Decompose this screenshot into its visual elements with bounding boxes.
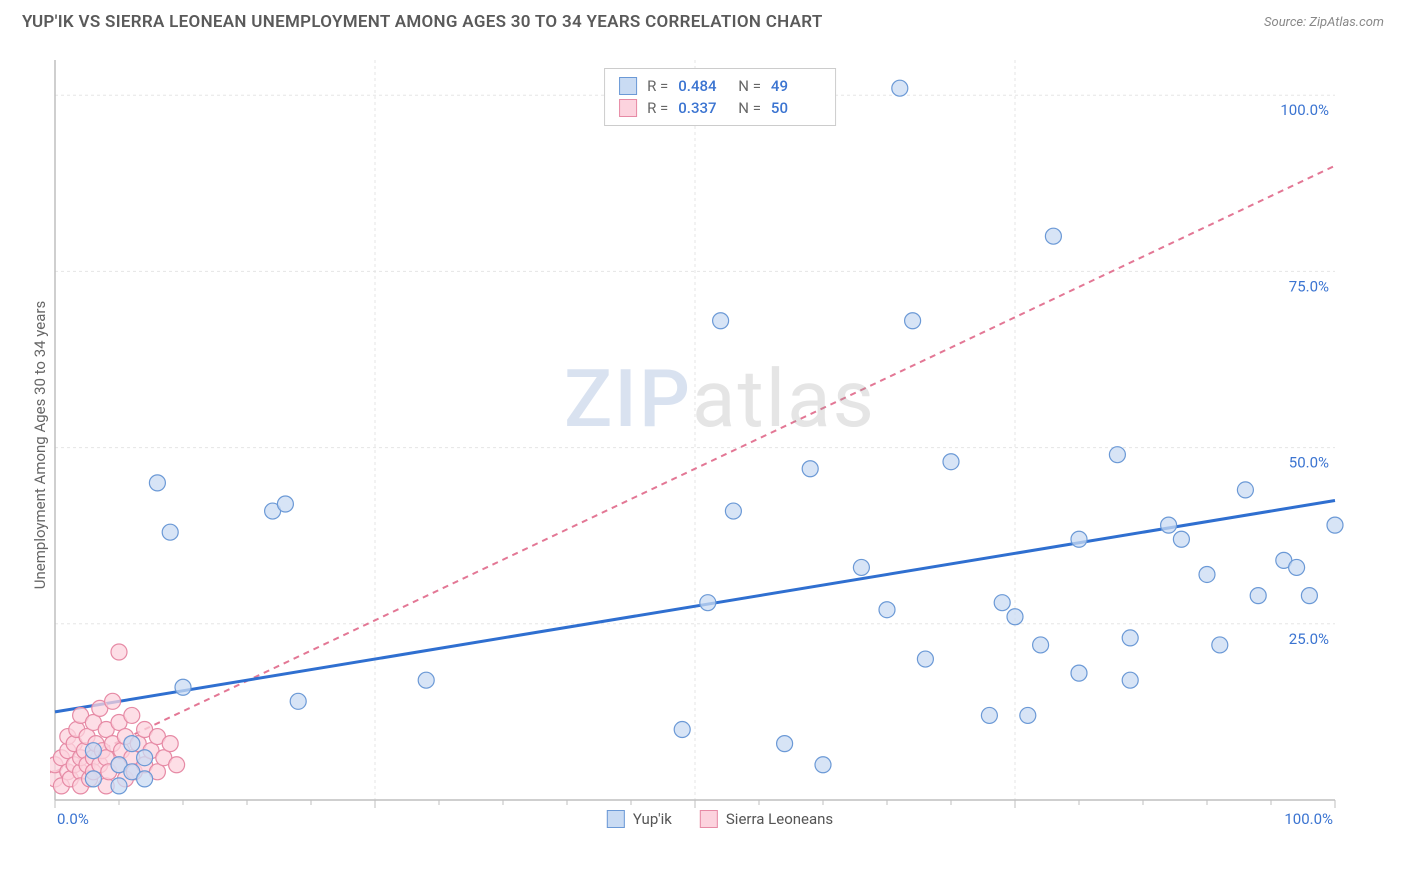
legend-item: Yup'ik xyxy=(607,810,672,828)
stat-value: 49 xyxy=(771,77,821,95)
legend: Yup'ik Sierra Leoneans xyxy=(607,810,833,828)
series-swatch xyxy=(700,810,718,828)
y-tick-label: 75.0% xyxy=(1289,277,1329,295)
y-axis-label: Unemployment Among Ages 30 to 34 years xyxy=(31,301,49,589)
data-point xyxy=(124,736,140,752)
data-point xyxy=(111,644,127,660)
data-point xyxy=(1045,228,1061,244)
data-point xyxy=(1071,531,1087,547)
data-point xyxy=(1122,630,1138,646)
data-point xyxy=(1212,637,1228,653)
stat-value: 0.337 xyxy=(678,99,728,117)
legend-item: Sierra Leoneans xyxy=(700,810,833,828)
data-point xyxy=(290,693,306,709)
y-tick-label: 25.0% xyxy=(1289,630,1329,648)
chart-area: Unemployment Among Ages 30 to 34 years 2… xyxy=(50,60,1390,830)
stat-value: 50 xyxy=(771,99,821,117)
data-point xyxy=(169,757,185,773)
data-point xyxy=(137,750,153,766)
legend-label: Yup'ik xyxy=(633,810,672,828)
y-tick-label: 50.0% xyxy=(1289,454,1329,472)
data-point xyxy=(777,736,793,752)
x-tick-label: 0.0% xyxy=(57,810,89,828)
data-point xyxy=(905,313,921,329)
data-point xyxy=(713,313,729,329)
data-point xyxy=(149,475,165,491)
x-tick-label: 100.0% xyxy=(1284,810,1333,828)
data-point xyxy=(815,757,831,773)
data-point xyxy=(1071,665,1087,681)
chart-title: YUP'IK VS SIERRA LEONEAN UNEMPLOYMENT AM… xyxy=(22,12,823,32)
data-point xyxy=(917,651,933,667)
data-point xyxy=(1007,609,1023,625)
data-point xyxy=(1161,517,1177,533)
legend-label: Sierra Leoneans xyxy=(726,810,833,828)
stat-label: R = xyxy=(647,99,668,117)
data-point xyxy=(1033,637,1049,653)
data-point xyxy=(674,722,690,738)
stats-row: R = 0.484 N = 49 xyxy=(619,75,821,97)
stat-label: N = xyxy=(738,99,761,117)
stat-label: R = xyxy=(647,77,668,95)
data-point xyxy=(700,595,716,611)
data-point xyxy=(802,461,818,477)
stat-label: N = xyxy=(738,77,761,95)
data-point xyxy=(85,743,101,759)
stat-value: 0.484 xyxy=(678,77,728,95)
data-point xyxy=(1237,482,1253,498)
series-swatch xyxy=(619,99,637,117)
chart-source: Source: ZipAtlas.com xyxy=(1264,15,1384,30)
data-point xyxy=(418,672,434,688)
data-point xyxy=(994,595,1010,611)
series-swatch xyxy=(619,77,637,95)
stats-box: R = 0.484 N = 49 R = 0.337 N = 50 xyxy=(604,68,836,126)
data-point xyxy=(137,771,153,787)
data-point xyxy=(892,80,908,96)
data-point xyxy=(1301,588,1317,604)
data-point xyxy=(105,693,121,709)
y-tick-label: 100.0% xyxy=(1280,101,1329,119)
data-point xyxy=(879,602,895,618)
data-point xyxy=(162,736,178,752)
data-point xyxy=(277,496,293,512)
data-point xyxy=(1173,531,1189,547)
chart-header: YUP'IK VS SIERRA LEONEAN UNEMPLOYMENT AM… xyxy=(0,0,1406,40)
data-point xyxy=(111,778,127,794)
data-point xyxy=(1199,566,1215,582)
data-point xyxy=(124,707,140,723)
data-point xyxy=(1289,559,1305,575)
series-swatch xyxy=(607,810,625,828)
data-point xyxy=(1327,517,1343,533)
data-point xyxy=(162,524,178,540)
data-point xyxy=(1250,588,1266,604)
data-point xyxy=(1109,447,1125,463)
data-point xyxy=(175,679,191,695)
scatter-plot: 25.0% 50.0% 75.0% 100.0% 0.0% 100.0% xyxy=(50,60,1390,830)
data-point xyxy=(943,454,959,470)
data-point xyxy=(853,559,869,575)
data-point xyxy=(1020,707,1036,723)
stats-row: R = 0.337 N = 50 xyxy=(619,97,821,119)
data-point xyxy=(1122,672,1138,688)
data-point xyxy=(981,707,997,723)
data-point xyxy=(725,503,741,519)
data-point xyxy=(85,771,101,787)
